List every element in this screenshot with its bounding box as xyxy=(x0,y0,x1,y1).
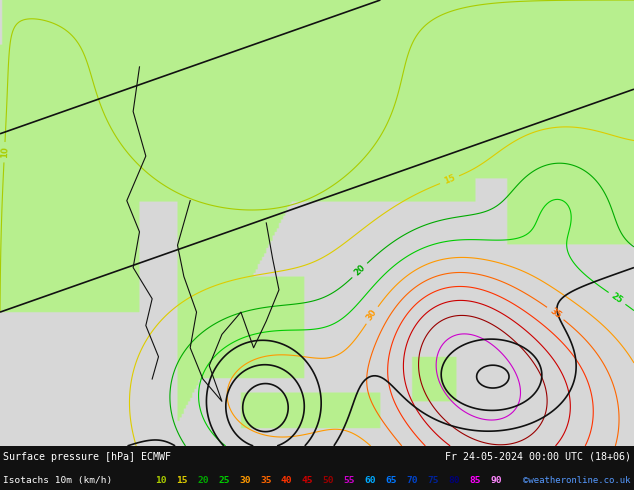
Text: 55: 55 xyxy=(344,476,355,485)
Text: Isotachs 10m (km/h): Isotachs 10m (km/h) xyxy=(3,476,112,485)
Text: 60: 60 xyxy=(365,476,376,485)
Text: Fr 24-05-2024 00:00 UTC (18+06): Fr 24-05-2024 00:00 UTC (18+06) xyxy=(445,452,631,462)
Text: 70: 70 xyxy=(406,476,418,485)
Text: 65: 65 xyxy=(385,476,397,485)
Text: 10: 10 xyxy=(0,146,10,158)
Text: 30: 30 xyxy=(239,476,250,485)
Text: 45: 45 xyxy=(302,476,313,485)
Text: ©weatheronline.co.uk: ©weatheronline.co.uk xyxy=(523,476,631,485)
Text: 80: 80 xyxy=(448,476,460,485)
Text: 40: 40 xyxy=(281,476,292,485)
Text: Surface pressure [hPa] ECMWF: Surface pressure [hPa] ECMWF xyxy=(3,452,171,462)
Text: 50: 50 xyxy=(323,476,334,485)
Text: 85: 85 xyxy=(469,476,481,485)
Text: 10: 10 xyxy=(155,476,167,485)
Text: 25: 25 xyxy=(610,292,624,305)
Text: 25: 25 xyxy=(218,476,230,485)
Text: 75: 75 xyxy=(427,476,439,485)
Text: 35: 35 xyxy=(260,476,271,485)
Text: 15: 15 xyxy=(176,476,188,485)
Text: 20: 20 xyxy=(353,263,367,278)
Text: 15: 15 xyxy=(443,173,456,186)
Text: 35: 35 xyxy=(548,306,563,320)
Text: 30: 30 xyxy=(365,308,379,322)
Text: 90: 90 xyxy=(490,476,501,485)
Text: 20: 20 xyxy=(197,476,209,485)
